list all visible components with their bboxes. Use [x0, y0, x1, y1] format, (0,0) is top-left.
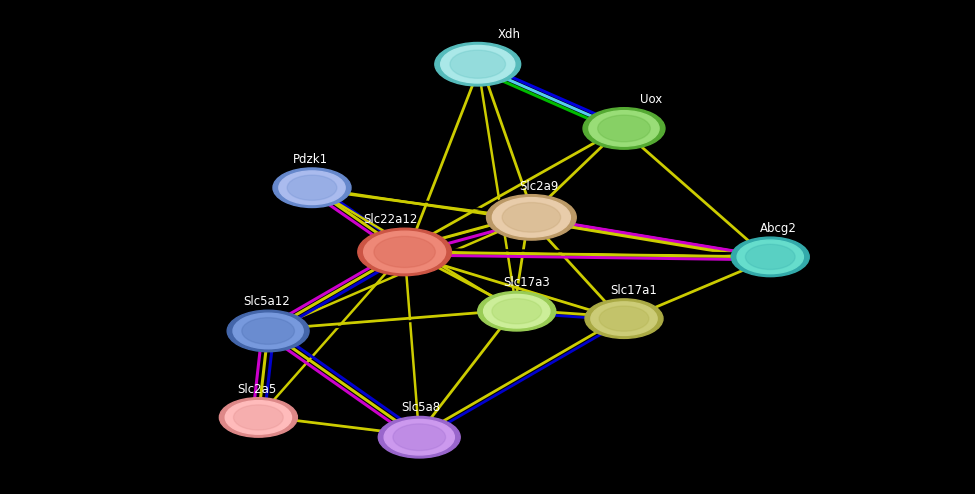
Circle shape — [435, 42, 521, 86]
Circle shape — [746, 245, 796, 270]
Text: Xdh: Xdh — [497, 28, 521, 41]
Text: Slc22a12: Slc22a12 — [363, 213, 417, 226]
Circle shape — [374, 236, 435, 268]
Circle shape — [599, 306, 649, 331]
Circle shape — [737, 240, 803, 274]
Text: Slc2a5: Slc2a5 — [237, 383, 276, 396]
Text: Slc2a9: Slc2a9 — [520, 180, 559, 193]
Circle shape — [478, 291, 556, 331]
Circle shape — [384, 419, 454, 455]
Text: Slc5a8: Slc5a8 — [402, 402, 441, 414]
Circle shape — [358, 228, 451, 276]
Circle shape — [234, 405, 284, 430]
Circle shape — [487, 195, 576, 240]
Text: Abcg2: Abcg2 — [760, 222, 797, 235]
Circle shape — [364, 231, 446, 273]
Circle shape — [225, 401, 292, 434]
Circle shape — [484, 294, 550, 328]
Circle shape — [585, 299, 663, 338]
Text: Slc17a3: Slc17a3 — [503, 277, 550, 289]
Circle shape — [491, 298, 542, 324]
Circle shape — [583, 108, 665, 149]
Text: Uox: Uox — [641, 93, 662, 106]
Circle shape — [273, 168, 351, 207]
Circle shape — [591, 302, 657, 335]
Circle shape — [492, 198, 570, 237]
Circle shape — [242, 318, 294, 344]
Circle shape — [598, 115, 650, 142]
Circle shape — [219, 398, 297, 437]
Circle shape — [233, 313, 303, 349]
Circle shape — [287, 175, 337, 201]
Circle shape — [731, 237, 809, 277]
Circle shape — [502, 203, 561, 232]
Text: Slc17a1: Slc17a1 — [610, 284, 657, 297]
Circle shape — [441, 45, 515, 83]
Circle shape — [378, 416, 460, 458]
Circle shape — [227, 310, 309, 352]
Circle shape — [589, 111, 659, 146]
Circle shape — [393, 424, 446, 451]
Circle shape — [449, 50, 506, 79]
Text: Slc5a12: Slc5a12 — [243, 295, 290, 308]
Circle shape — [279, 171, 345, 205]
Text: Pdzk1: Pdzk1 — [292, 153, 328, 166]
